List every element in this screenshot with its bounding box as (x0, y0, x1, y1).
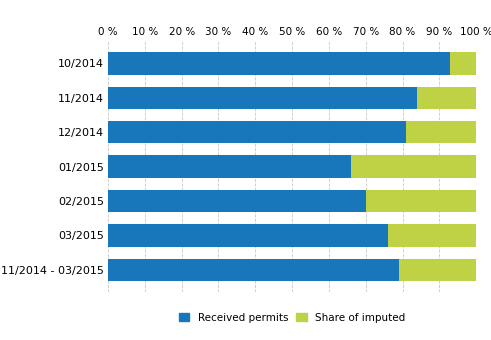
Bar (451, 52, 476, 74)
Bar (108, 190, 366, 212)
Bar (108, 87, 417, 109)
Bar (366, 190, 476, 212)
Bar (108, 52, 451, 74)
Bar (388, 224, 476, 246)
Bar (351, 155, 476, 178)
Bar (108, 155, 351, 178)
Bar (406, 121, 476, 143)
Bar (108, 224, 388, 246)
Bar (417, 87, 476, 109)
Legend: Received permits, Share of imputed: Received permits, Share of imputed (179, 313, 406, 323)
Bar (108, 121, 406, 143)
Bar (399, 259, 476, 281)
Bar (108, 259, 399, 281)
